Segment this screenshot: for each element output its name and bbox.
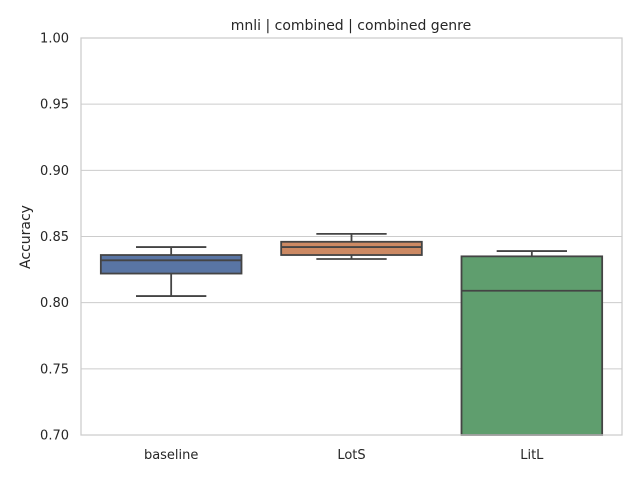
- box-baseline: [99, 246, 243, 297]
- plot-frame: [80, 37, 623, 436]
- x-tick-label: baseline: [144, 448, 198, 463]
- box-iqr: [460, 255, 604, 436]
- box-LotS: [280, 232, 423, 260]
- y-tick-label: 0.85: [40, 230, 69, 245]
- chart-title: mnli | combined | combined genre: [231, 18, 472, 34]
- x-tick-label: LotS: [337, 448, 365, 463]
- y-tick-label: 1.00: [40, 32, 69, 47]
- y-tick-label: 0.90: [40, 164, 69, 179]
- y-tick-labels: 0.70 0.75 0.80 0.85 0.90 0.95 1.00: [40, 32, 69, 444]
- y-tick-label: 0.75: [40, 362, 69, 377]
- y-tick-label: 0.80: [40, 296, 69, 311]
- x-tick-labels: baseline LotS LitL: [144, 448, 544, 463]
- y-tick-label: 0.70: [40, 429, 69, 444]
- box-iqr: [280, 240, 423, 256]
- box-iqr: [99, 254, 243, 275]
- boxes: [99, 232, 604, 436]
- box-LitL: [460, 250, 604, 436]
- y-tick-label: 0.95: [40, 98, 69, 113]
- y-axis-label: Accuracy: [18, 205, 34, 269]
- x-tick-label: LitL: [520, 448, 544, 463]
